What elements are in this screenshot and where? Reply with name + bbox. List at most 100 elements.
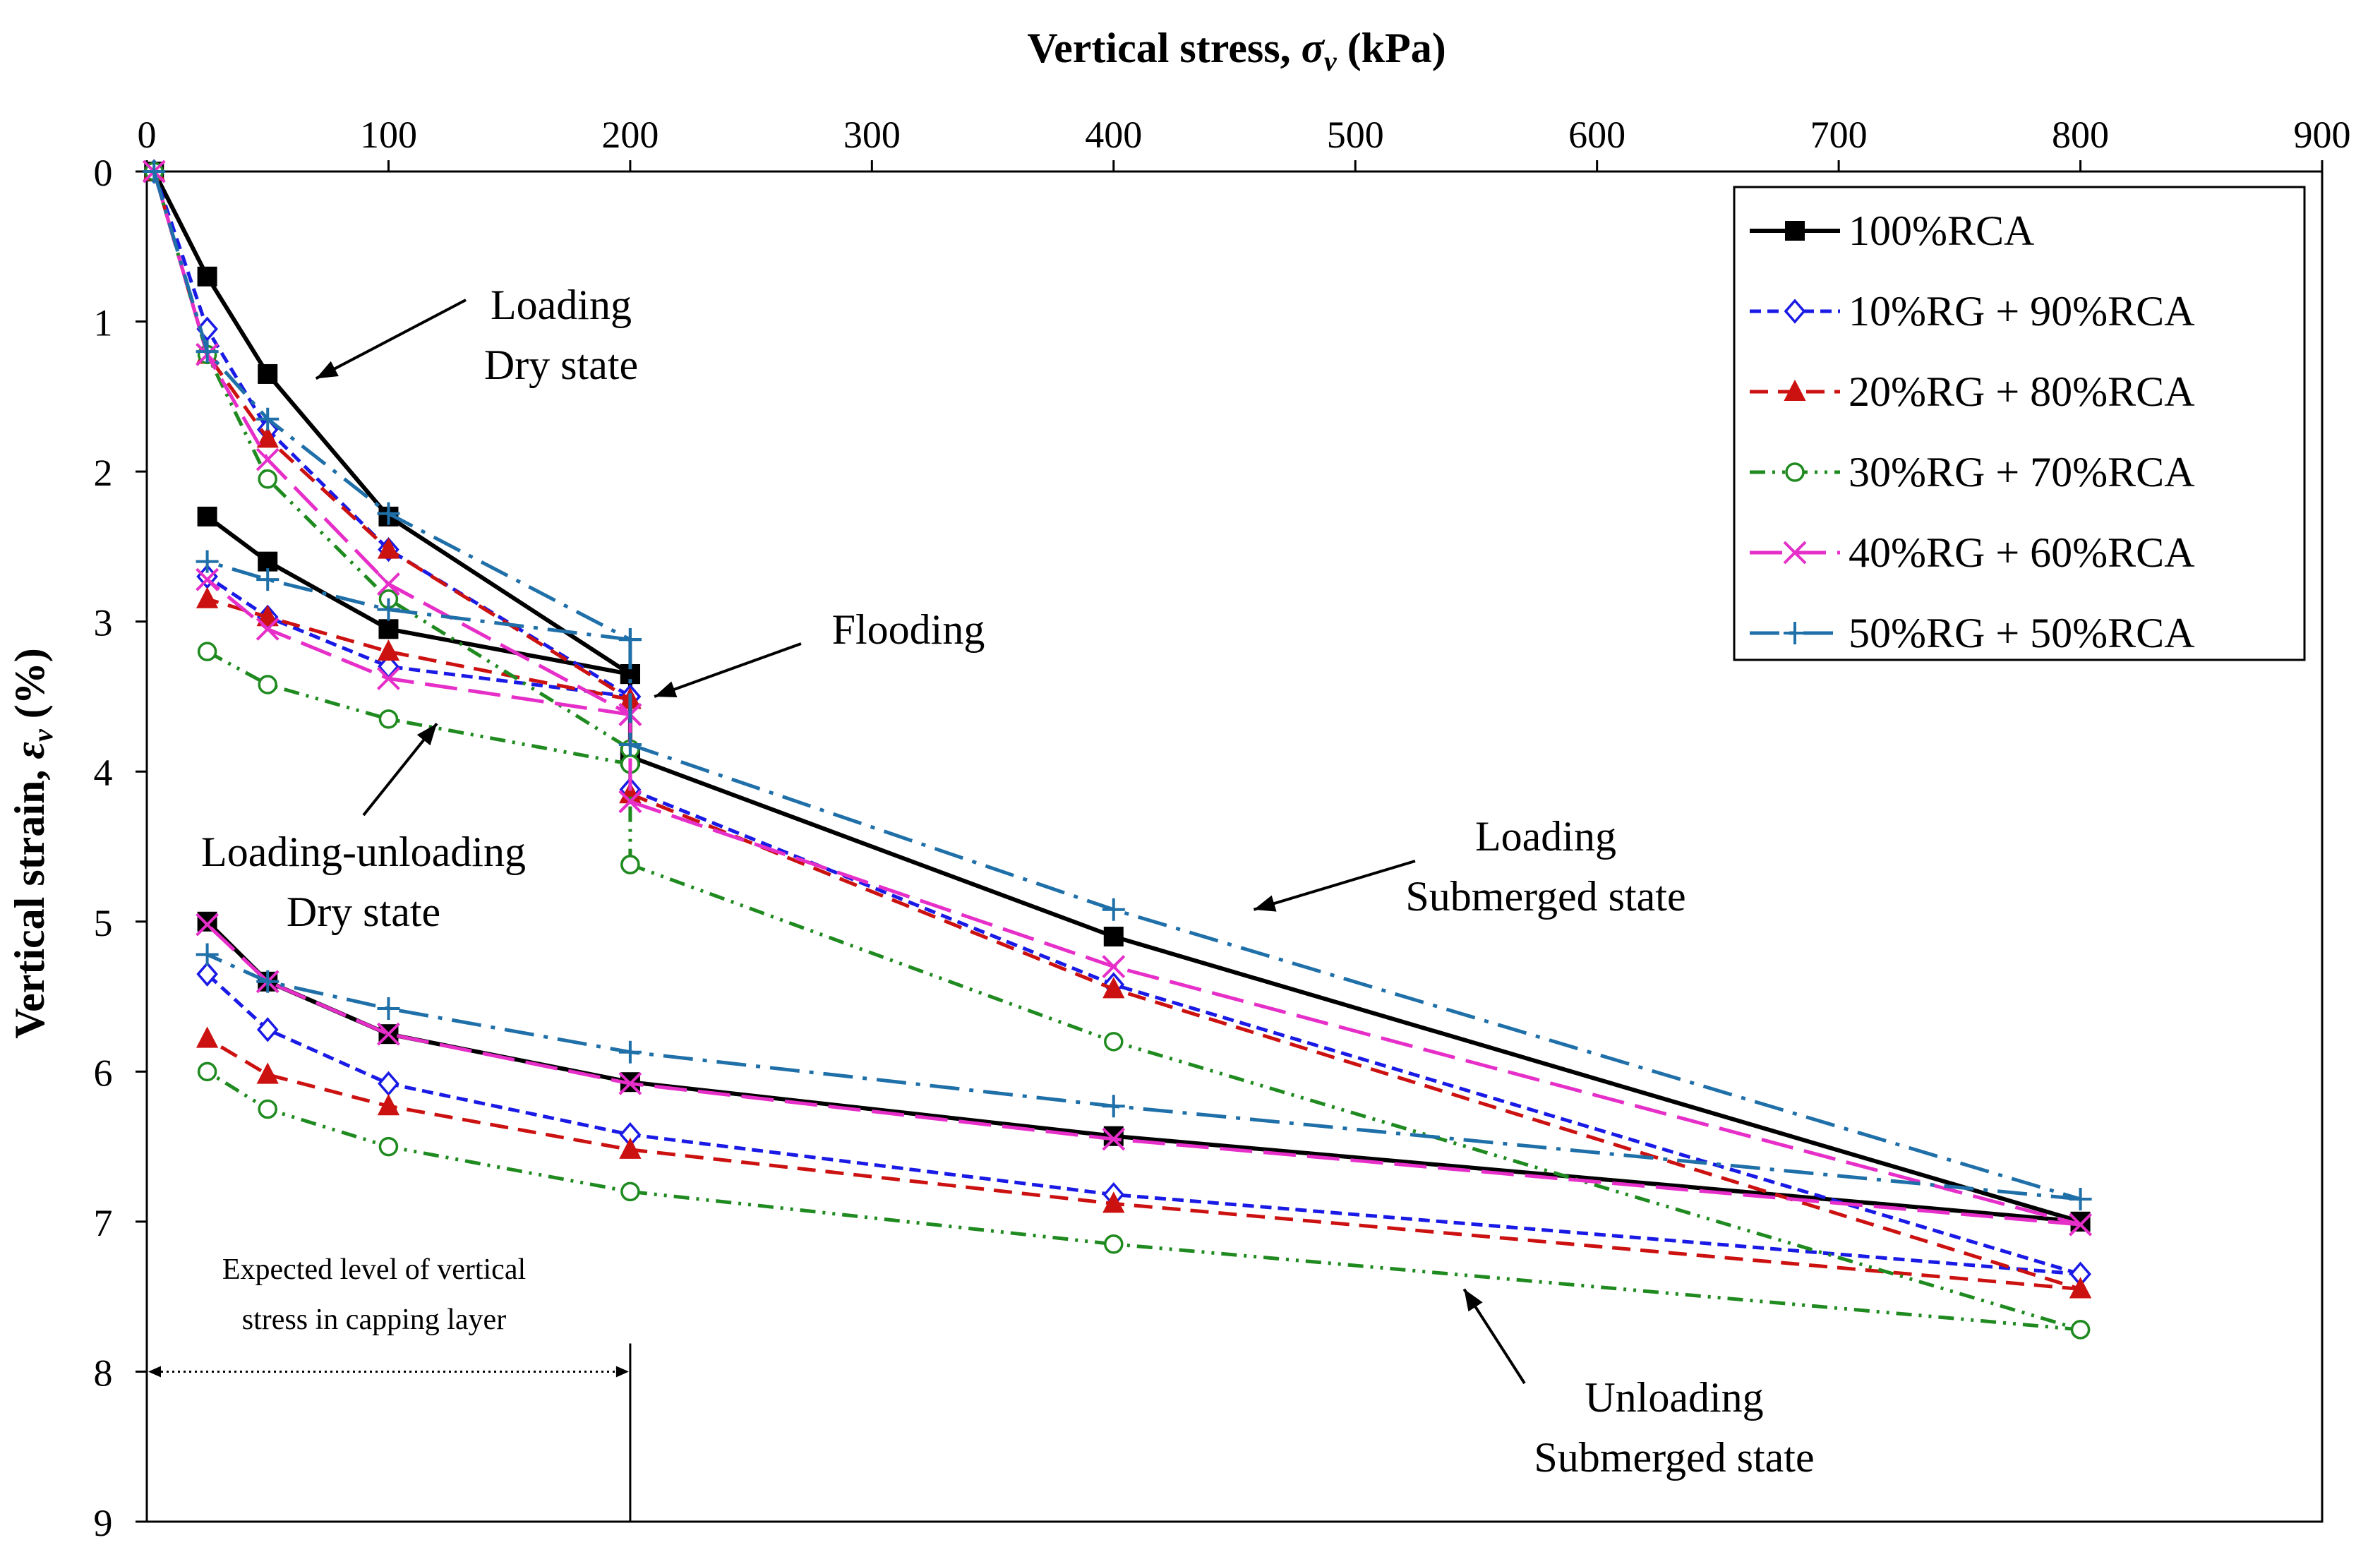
series-6-line [206, 560, 631, 642]
data-point [377, 1022, 400, 1046]
data-point [2070, 1320, 2091, 1340]
legend-swatch-marker [1784, 379, 1806, 401]
data-point [197, 1061, 217, 1082]
annotation-arrow-head [416, 723, 437, 746]
data-point [256, 407, 280, 431]
y-axis-title-sub: v [27, 728, 59, 742]
x-tick-label: 100 [360, 114, 417, 156]
data-point [196, 586, 219, 608]
data-point [2069, 1277, 2092, 1299]
data-point [196, 913, 220, 937]
x-tick-label: 0 [138, 114, 157, 156]
data-point [1102, 1191, 1125, 1213]
legend-swatch-marker [1784, 622, 1806, 644]
data-point [2069, 1213, 2092, 1237]
series-4-line [206, 650, 631, 766]
series-layer [142, 159, 2092, 1340]
capping-range-arrow-right [615, 1366, 629, 1378]
data-point [1102, 1095, 1125, 1118]
data-point [196, 961, 218, 987]
annotation-arrow-line [315, 299, 467, 380]
y-axis-title-symbol: ε [6, 742, 53, 759]
x-axis-title-prefix: Vertical stress, [1027, 25, 1301, 71]
annotation-text: Dry state [287, 889, 440, 935]
x-tick-label: 200 [601, 114, 659, 156]
data-point [377, 1094, 400, 1116]
data-point [256, 605, 279, 627]
annotation-text: Unloading [1585, 1374, 1763, 1421]
y-tick-label: 0 [94, 152, 113, 194]
legend-item: 100%RCA [1750, 207, 2034, 254]
annotation-5: Unloading Submerged state [1462, 1288, 1815, 1481]
capping-note-text: Expected level of vertical [222, 1253, 526, 1286]
legend: 100%RCA 10%RG + 90%RCA 20%RG + 80%RCA 30%RG… [1733, 186, 2306, 661]
series-6 [143, 160, 2092, 1211]
data-point [197, 266, 217, 287]
data-point [377, 598, 400, 621]
annotation-layer: Loading Dry state Flooding Loading-unloadin… [148, 282, 1815, 1522]
data-point [378, 709, 399, 729]
capping-range-arrow-left [148, 1366, 161, 1378]
legend-box [1733, 186, 2306, 661]
data-point [378, 1136, 399, 1157]
legend-label: 100%RCA [1849, 207, 2034, 254]
series-5-line [206, 578, 631, 716]
y-tick-label: 6 [94, 1052, 113, 1094]
annotation-3: Loading-unloading Dry state [201, 722, 526, 935]
x-axis-title: Vertical stress, σv (kPa) [1027, 25, 1446, 77]
data-point [377, 537, 400, 559]
series-4-line [206, 1070, 2081, 1332]
data-point [258, 1099, 277, 1119]
annotation-4: Loading Submerged state [1253, 813, 1686, 920]
annotation-text: Submerged state [1534, 1434, 1814, 1481]
data-point [197, 506, 217, 527]
data-point [197, 642, 217, 661]
x-tick-label: 800 [2052, 114, 2109, 156]
data-point [256, 1017, 279, 1042]
data-point [258, 363, 278, 384]
x-tick-label: 400 [1085, 114, 1142, 156]
data-point [258, 469, 277, 489]
data-point [618, 733, 642, 756]
annotation-text: Loading [491, 282, 632, 328]
x-tick-label: 600 [1568, 114, 1625, 156]
data-point [1103, 1126, 1124, 1146]
legend-item: 50%RG + 50%RCA [1750, 610, 2195, 656]
x-axis-title-unit: (kPa) [1337, 25, 1446, 71]
data-point [618, 1040, 642, 1064]
data-point [618, 628, 642, 651]
annotation-arrow-head [1254, 895, 1277, 912]
data-point [377, 667, 400, 690]
annotation-text: Dry state [484, 342, 638, 388]
series-6-line [206, 953, 2081, 1201]
series-2-line [205, 973, 2081, 1276]
data-point [1104, 1234, 1124, 1254]
data-point [618, 790, 642, 814]
annotation-arrow-line [1253, 860, 1416, 911]
data-point [256, 568, 280, 591]
data-point [197, 911, 217, 932]
series-3-line [206, 1037, 2081, 1291]
annotation-arrow-head [315, 361, 339, 379]
data-point [258, 675, 277, 694]
annotation-arrow-head [654, 681, 678, 698]
annotation-2: Flooding [654, 606, 985, 698]
annotation-text: Flooding [832, 606, 985, 653]
legend-item: 30%RG + 70%RCA [1750, 449, 2195, 495]
y-tick-label: 2 [94, 452, 113, 494]
y-tick-label: 8 [94, 1352, 113, 1394]
legend-item: 20%RG + 80%RCA [1750, 368, 2195, 415]
data-point [196, 943, 219, 966]
y-tick-label: 7 [94, 1202, 113, 1244]
y-tick-label: 9 [94, 1502, 113, 1544]
capping-layer-note: Expected level of vertical stress in capp… [148, 1253, 632, 1522]
legend-swatch-marker [1783, 541, 1807, 565]
axes-layer: 0 100 200 300 400 500 600 700 800 900 0 1 2 3 4 5 6 7 8 9 [94, 114, 2351, 1544]
annotation-arrow-line [654, 642, 802, 698]
data-point [377, 997, 400, 1021]
data-point [1102, 955, 1126, 978]
legend-label: 10%RG + 90%RCA [1849, 288, 2195, 335]
data-point [1102, 898, 1125, 921]
annotation-arrow-head [1464, 1289, 1483, 1312]
